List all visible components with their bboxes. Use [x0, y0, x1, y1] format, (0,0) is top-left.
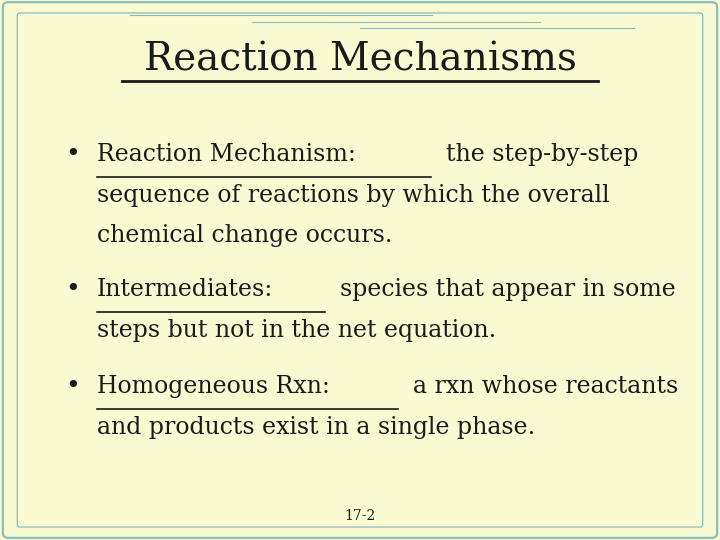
Text: •: • — [65, 375, 79, 399]
Text: the step-by-step: the step-by-step — [431, 143, 639, 166]
Text: Intermediates:: Intermediates: — [97, 278, 274, 301]
Text: sequence of reactions by which the overall: sequence of reactions by which the overa… — [97, 184, 610, 207]
Text: steps but not in the net equation.: steps but not in the net equation. — [97, 319, 497, 342]
Text: Reaction Mechanism:: Reaction Mechanism: — [97, 143, 356, 166]
Text: and products exist in a single phase.: and products exist in a single phase. — [97, 416, 536, 439]
Text: chemical change occurs.: chemical change occurs. — [97, 224, 392, 247]
Text: •: • — [65, 143, 79, 166]
Text: a rxn whose reactants: a rxn whose reactants — [397, 375, 678, 399]
Text: •: • — [65, 278, 79, 301]
FancyBboxPatch shape — [3, 2, 717, 538]
Text: Homogeneous Rxn:: Homogeneous Rxn: — [97, 375, 330, 399]
Text: Reaction Mechanisms: Reaction Mechanisms — [143, 41, 577, 78]
Text: species that appear in some: species that appear in some — [325, 278, 675, 301]
Text: 17-2: 17-2 — [344, 509, 376, 523]
